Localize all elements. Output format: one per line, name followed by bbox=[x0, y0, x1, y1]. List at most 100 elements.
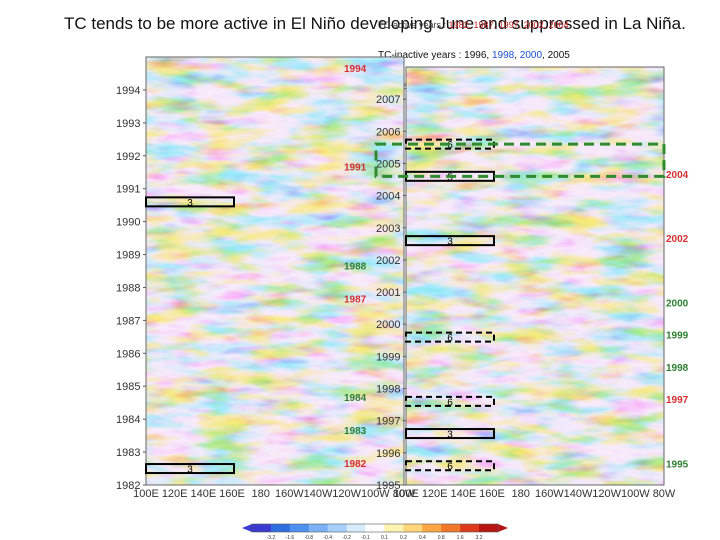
colorbar-tick-label: -0.1 bbox=[361, 535, 370, 540]
y-tick-label: 1994 bbox=[116, 85, 140, 97]
y-tick-label: 2005 bbox=[376, 158, 400, 170]
box-label: 6 bbox=[447, 140, 453, 151]
box-annotation bbox=[405, 331, 495, 343]
year-label: 1984 bbox=[344, 393, 367, 404]
y-tick-label: 1983 bbox=[116, 447, 140, 459]
tc-active-year: 1982, bbox=[448, 20, 474, 30]
x-tick-label: 140W bbox=[304, 488, 333, 500]
y-tick-label: 1985 bbox=[116, 381, 140, 393]
box-label: 3 bbox=[447, 237, 453, 248]
tc-active-year: 2002, bbox=[523, 20, 549, 30]
tc-inactive-year: 2000 bbox=[519, 50, 543, 61]
x-tick-label: 160E bbox=[479, 488, 505, 500]
colorbar-swatch bbox=[308, 524, 329, 532]
x-tick-label: 160E bbox=[219, 488, 245, 500]
year-label: 1987 bbox=[344, 294, 367, 305]
y-tick-label: 2007 bbox=[376, 94, 400, 106]
colorbar-swatch bbox=[460, 524, 480, 532]
x-tick-label: 120E bbox=[422, 488, 448, 500]
colorbar-left-cap bbox=[242, 524, 252, 532]
colorbar: -3.2 -1.6 -0.8 -0.4 -0.2 -0.1 0.1 0.2 0.4 0.8 1.6 3… bbox=[242, 523, 508, 540]
year-label: 1999 bbox=[666, 331, 689, 342]
year-label: 1995 bbox=[666, 459, 689, 470]
tc-active-year: 1987, bbox=[473, 20, 499, 30]
y-tick-label: 1988 bbox=[116, 282, 140, 294]
tc-inactive-years: TC-inactive years : 1996, 1998, 2000, 20… bbox=[378, 50, 570, 61]
colorbar-swatch bbox=[441, 524, 461, 532]
y-tick-label: 1987 bbox=[116, 315, 140, 327]
x-tick-label: 120E bbox=[162, 488, 188, 500]
year-label: 1988 bbox=[344, 261, 367, 272]
tc-active-year: 2004 bbox=[548, 20, 569, 30]
year-label: 1994 bbox=[344, 64, 367, 75]
tc-inactive-year: 2005 bbox=[547, 50, 570, 61]
colorbar-tick-label: 3.2 bbox=[476, 535, 483, 540]
y-tick-label: 2002 bbox=[376, 255, 400, 267]
colorbar-tick-label: 0.8 bbox=[438, 535, 445, 540]
year-label: 1983 bbox=[344, 426, 367, 437]
x-tick-label: 80W bbox=[653, 488, 676, 500]
year-label: 2000 bbox=[666, 299, 689, 310]
tc-active-label: TC-active years : bbox=[378, 20, 449, 30]
box-label: 3 bbox=[447, 430, 453, 441]
box-label: 6 bbox=[447, 333, 453, 344]
x-tick-label: 100E bbox=[133, 488, 159, 500]
colorbar-swatch bbox=[479, 524, 499, 532]
box-annotation bbox=[405, 235, 495, 247]
y-tick-label: 2001 bbox=[376, 287, 400, 299]
year-label: 2004 bbox=[666, 170, 689, 181]
box-annotation bbox=[405, 395, 495, 407]
x-tick-label: 100W bbox=[621, 488, 650, 500]
x-tick-label: 180 bbox=[251, 488, 269, 500]
heatmap-panel-2: 1995 1996 1997 1998 1999 2000 2001 2002 2003 2004… bbox=[376, 66, 676, 500]
colorbar-right-cap bbox=[498, 524, 508, 532]
x-tick-label: 140E bbox=[190, 488, 216, 500]
box-annotation bbox=[145, 463, 235, 475]
year-label: 1991 bbox=[344, 163, 367, 174]
colorbar-swatch bbox=[403, 524, 423, 532]
colorbar-swatch bbox=[346, 524, 367, 532]
y-tick-label: 2003 bbox=[376, 223, 400, 235]
colorbar-swatch bbox=[252, 524, 272, 532]
y-tick-label: 1996 bbox=[376, 448, 400, 460]
x-tick-label: 140W bbox=[564, 488, 593, 500]
tc-active-year: 1997, bbox=[498, 20, 524, 30]
y-tick-label: 1990 bbox=[116, 217, 140, 229]
y-tick-label: 2004 bbox=[376, 191, 400, 203]
colorbar-tick-label: 0.2 bbox=[400, 535, 407, 540]
box-label: 3 bbox=[187, 465, 193, 476]
tc-inactive-year: 1998 bbox=[491, 50, 515, 61]
green-highlight-band bbox=[374, 142, 666, 178]
y-tick-label: 1998 bbox=[376, 384, 400, 396]
colorbar-swatch bbox=[384, 524, 404, 532]
colorbar-tick-label: -0.4 bbox=[323, 535, 332, 540]
colorbar-tick-label: 1.6 bbox=[457, 535, 464, 540]
figure-title: TC tends to be more active in El Niño de… bbox=[64, 14, 686, 33]
colorbar-frame bbox=[251, 523, 499, 533]
x-tick-label: 180 bbox=[511, 488, 529, 500]
box-label: 3 bbox=[187, 198, 193, 209]
y-tick-label: 1993 bbox=[116, 118, 140, 130]
tc-inactive-year: 1996 bbox=[464, 50, 487, 61]
y-tick-label: 1997 bbox=[376, 416, 400, 428]
colorbar-tick-label: -3.2 bbox=[267, 535, 276, 540]
colorbar-tick-label: -1.6 bbox=[286, 535, 295, 540]
colorbar-tick-label: -0.8 bbox=[304, 535, 313, 540]
colorbar-swatch bbox=[270, 524, 291, 532]
y-tick-label: 2006 bbox=[376, 126, 400, 138]
tc-inactive-label: TC-inactive years : bbox=[378, 50, 465, 61]
x-tick-label: 80W bbox=[393, 488, 416, 500]
x-tick-label: 100W bbox=[361, 488, 390, 500]
y-tick-label: 1995 bbox=[376, 480, 400, 492]
colorbar-swatch bbox=[365, 524, 385, 532]
year-label: 1982 bbox=[344, 459, 367, 470]
box-label: 6 bbox=[447, 462, 453, 473]
colorbar-tick-label: 0.4 bbox=[419, 535, 426, 540]
year-label: 2002 bbox=[666, 234, 689, 245]
y-tick-label: 1982 bbox=[116, 480, 140, 492]
x-tick-label: 160W bbox=[275, 488, 304, 500]
y-tick-label: 1992 bbox=[116, 151, 140, 163]
box-annotation bbox=[145, 196, 235, 208]
box-annotation bbox=[405, 428, 495, 440]
x-tick-label: 100E bbox=[393, 488, 419, 500]
